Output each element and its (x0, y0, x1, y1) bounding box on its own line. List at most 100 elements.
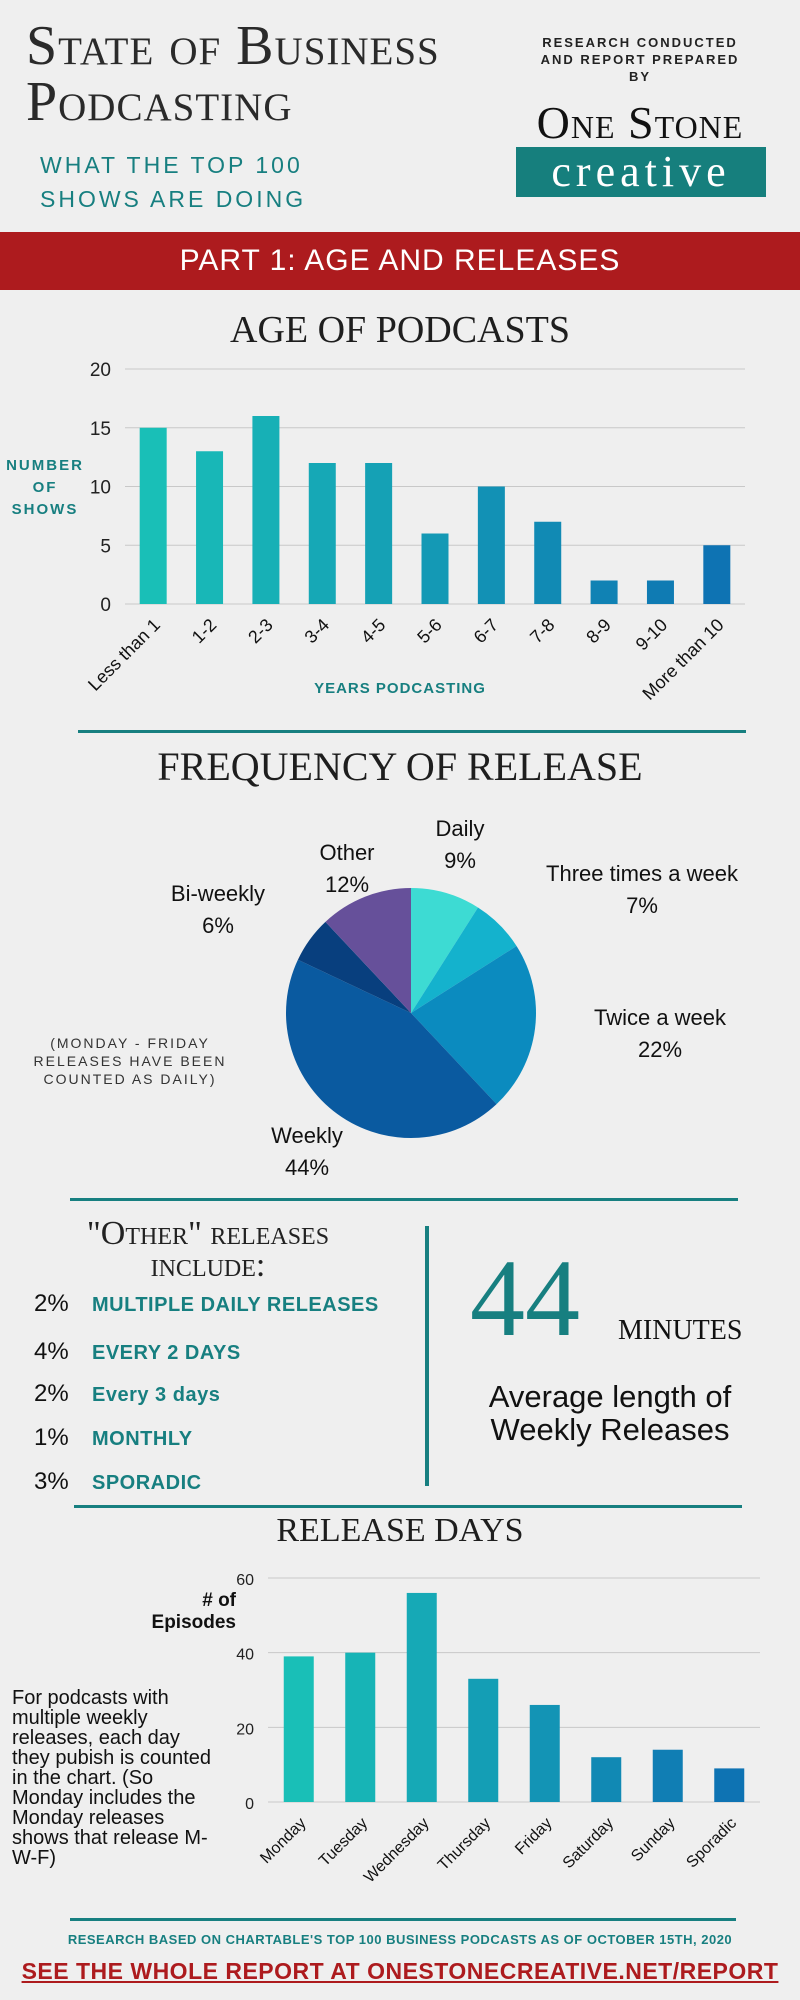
x-tick-label: 8-9 (582, 615, 615, 648)
release-days-title: RELEASE DAYS (276, 1512, 524, 1549)
other-item-pct: 3% (34, 1468, 69, 1495)
x-tick-label: Monday (257, 1815, 309, 1867)
main-title: State of Business Podcasting (26, 18, 440, 130)
x-tick-label: 4-5 (357, 615, 390, 648)
x-tick-label: Wednesday (361, 1815, 433, 1887)
bar (591, 1757, 622, 1802)
age-chart-xlabel: YEARS PODCASTING (314, 680, 486, 697)
research-note: RESEARCH CONDUCTED AND REPORT PREPARED B… (520, 34, 760, 85)
other-item: 2% MULTIPLE DAILY RELEASES (34, 1290, 414, 1318)
frequency-note: (MONDAY - FRIDAY RELEASES HAVE BEEN COUN… (33, 1035, 227, 1087)
pie-slice-value: 6% (202, 913, 234, 938)
average-length-caption: Average length of Weekly Releases (488, 1379, 732, 1447)
pie-slice (286, 959, 497, 1138)
section-divider (78, 730, 746, 733)
bar (534, 521, 562, 604)
other-item-pct: 1% (34, 1424, 69, 1451)
section-divider (70, 1918, 736, 1921)
y-tick-label: 0 (100, 595, 111, 616)
x-tick-label: Sporadic (683, 1815, 740, 1872)
age-ylabel-line3: SHOWS (11, 501, 79, 518)
bar (477, 486, 505, 604)
other-item-label: SPORADIC (92, 1472, 202, 1494)
other-releases-title: "Other" releases include: (50, 1215, 366, 1284)
other-item-label: MONTHLY (92, 1428, 193, 1450)
bar (345, 1652, 376, 1802)
bar (308, 463, 336, 604)
vertical-divider (425, 1226, 429, 1486)
bar (365, 463, 393, 604)
x-tick-label: 5-6 (413, 615, 446, 648)
age-chart-ylabel: NUMBER OF SHOWS (0, 455, 90, 521)
average-length-unit: minutes (618, 1303, 743, 1348)
other-item: 3% SPORADIC (34, 1468, 414, 1496)
pie-slice (411, 888, 478, 1013)
bar (468, 1678, 499, 1802)
y-tick-label: 20 (90, 360, 111, 381)
research-note-line3: BY (628, 69, 652, 84)
bar (652, 1749, 683, 1802)
age-ylabel-line1: NUMBER (6, 457, 84, 474)
x-tick-label: 3-4 (301, 615, 334, 648)
bar (646, 580, 674, 604)
pie-slice-value: 22% (638, 1037, 682, 1062)
part-banner: PART 1: AGE AND RELEASES (0, 232, 800, 290)
section-divider (74, 1505, 742, 1508)
x-tick-label: 7-8 (526, 615, 559, 648)
pie-slice-value: 7% (626, 893, 658, 918)
y-tick-label: 40 (236, 1647, 254, 1664)
days-ylabel-line1: # of (202, 1590, 236, 1611)
other-title-line2: include: (150, 1247, 266, 1284)
brand-logo-box: creative (516, 147, 766, 197)
x-tick-label: 1-2 (188, 615, 221, 648)
other-item-pct: 2% (34, 1380, 69, 1407)
section-divider (70, 1198, 738, 1201)
other-title-line1: "Other" releases (86, 1215, 330, 1252)
pie-slice-value: 9% (444, 848, 476, 873)
age-ylabel-line2: OF (32, 479, 58, 496)
footer-research-note: RESEARCH BASED ON CHARTABLE'S TOP 100 BU… (67, 1932, 733, 1947)
pie-slice (325, 888, 411, 1013)
other-item: 2% Every 3 days (34, 1380, 414, 1408)
other-item: 4% EVERY 2 DAYS (34, 1338, 414, 1366)
y-tick-label: 20 (236, 1721, 254, 1738)
release-days-ylabel: # of Episodes (110, 1590, 236, 1634)
bar (421, 533, 449, 604)
other-item-label: MULTIPLE DAILY RELEASES (92, 1294, 379, 1316)
y-tick-label: 15 (90, 419, 111, 440)
main-title-line1: State of Business (26, 15, 440, 77)
pie-slice (411, 946, 536, 1105)
release-days-note: For podcasts with multiple weekly releas… (12, 1687, 212, 1869)
other-item: 1% MONTHLY (34, 1424, 414, 1452)
pie-slice (411, 907, 517, 1013)
pie-slice-label: Bi-weekly (171, 881, 265, 906)
age-chart-title: AGE OF PODCASTS (230, 309, 570, 351)
subtitle: What the top 100 shows are doing (40, 152, 307, 212)
x-tick-label: Thursday (435, 1815, 494, 1874)
main-title-line2: Podcasting (26, 71, 293, 133)
brand-logo-top: One Stone (536, 97, 744, 148)
x-tick-label: Sunday (628, 1815, 678, 1865)
other-item-label: Every 3 days (92, 1384, 221, 1406)
bar (590, 580, 618, 604)
other-item-pct: 4% (34, 1338, 69, 1365)
pie-slice-label: Weekly (271, 1123, 343, 1148)
y-tick-label: 60 (236, 1572, 254, 1589)
pie-slice-label: Daily (436, 816, 485, 841)
pie-slice-value: 44% (285, 1155, 329, 1180)
pie-slice-label: Twice a week (594, 1005, 727, 1030)
bar (714, 1768, 745, 1802)
bar (196, 451, 224, 604)
pie-slice (297, 921, 411, 1013)
y-tick-label: 0 (245, 1796, 254, 1813)
x-tick-label: Tuesday (316, 1815, 371, 1870)
other-item-label: EVERY 2 DAYS (92, 1342, 241, 1364)
age-bar-chart: 0 5 10 15 20 Less than 1 1-2 2-3 3-4 4-5 5-6 6-7 7-8… (84, 360, 745, 704)
x-tick-label: Saturday (560, 1815, 617, 1872)
y-tick-label: 10 (90, 478, 111, 499)
report-link[interactable]: SEE THE WHOLE REPORT AT ONESTONECREATIVE… (21, 1958, 779, 1984)
x-tick-label: 9-10 (632, 615, 672, 655)
pie-slice-label: Other (319, 840, 374, 865)
bar (406, 1592, 437, 1802)
